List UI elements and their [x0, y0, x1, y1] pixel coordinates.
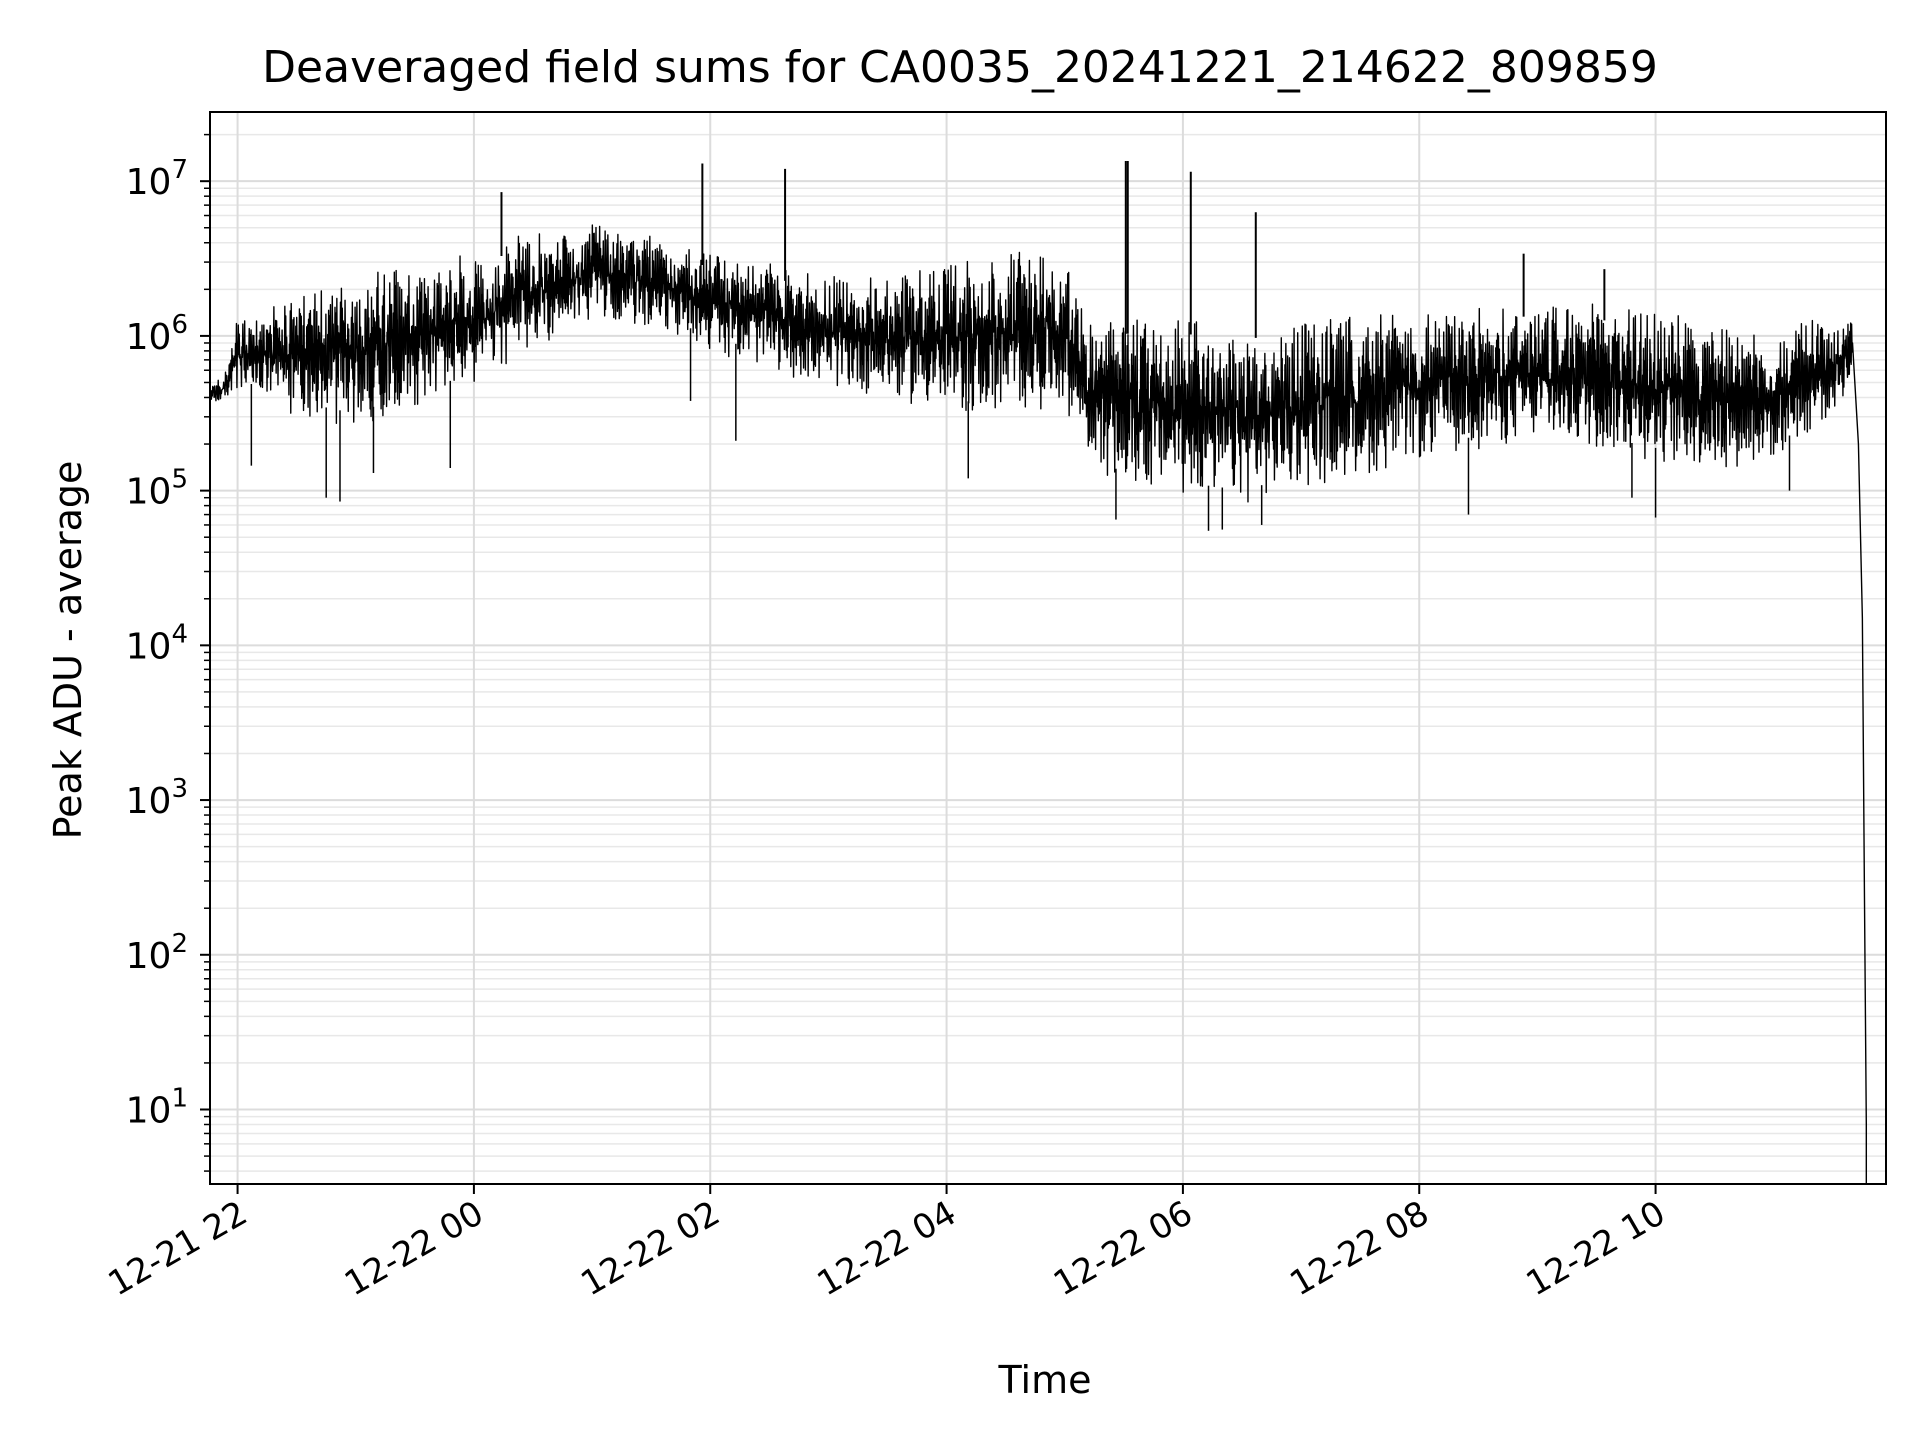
x-tick-label: 12-21 22 — [102, 1193, 254, 1304]
y-tick-base: 10 — [126, 626, 172, 667]
y-tick-label: 107 — [126, 155, 188, 203]
y-tick-exponent: 2 — [171, 929, 188, 959]
y-tick-exponent: 1 — [171, 1084, 188, 1114]
x-tick-label: 12-22 06 — [1047, 1193, 1199, 1304]
y-tick-exponent: 4 — [171, 619, 188, 649]
y-tick-exponent: 5 — [171, 465, 188, 495]
y-tick-base: 10 — [126, 162, 172, 203]
x-tick-label: 12-22 10 — [1520, 1193, 1672, 1304]
y-tick-base: 10 — [126, 317, 172, 358]
x-tick-label: 12-22 02 — [574, 1193, 726, 1304]
y-tick-exponent: 6 — [171, 310, 188, 340]
y-tick-label: 103 — [126, 774, 188, 822]
y-tick-label: 105 — [126, 465, 188, 513]
chart-title: Deaveraged field sums for CA0035_2024122… — [262, 42, 1658, 93]
x-tick-label: 12-22 04 — [811, 1193, 963, 1304]
plot-frame — [209, 111, 1887, 1185]
y-tick-base: 10 — [126, 781, 172, 822]
y-tick-exponent: 3 — [171, 774, 188, 804]
y-tick-base: 10 — [126, 936, 172, 977]
grid-lines — [210, 112, 1886, 1184]
y-tick-label: 101 — [126, 1084, 188, 1132]
y-tick-base: 10 — [126, 472, 172, 513]
x-tick-label: 12-22 00 — [338, 1193, 490, 1304]
y-tick-base: 10 — [126, 1091, 172, 1132]
y-tick-exponent: 7 — [171, 155, 188, 185]
y-tick-label: 106 — [126, 310, 188, 358]
series-line — [209, 224, 1868, 1184]
series-group — [209, 161, 1868, 1184]
y-tick-label: 102 — [126, 929, 188, 977]
y-tick-label: 104 — [126, 619, 188, 667]
x-axis-label: Time — [998, 1358, 1092, 1402]
x-tick-label: 12-22 08 — [1283, 1193, 1435, 1304]
